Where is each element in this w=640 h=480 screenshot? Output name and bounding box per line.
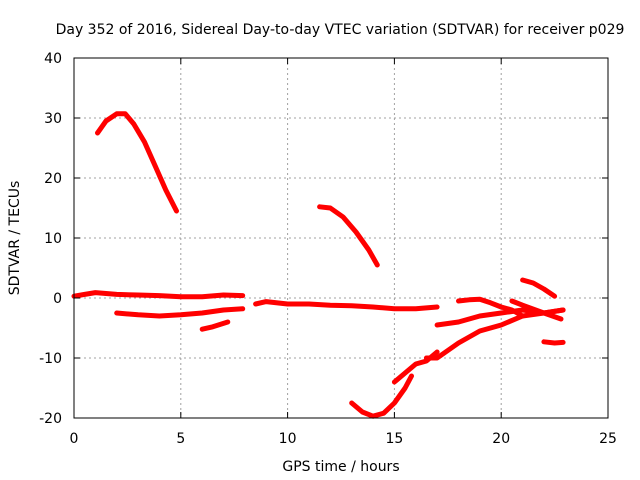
series-arc-1 xyxy=(95,111,179,214)
grid xyxy=(74,58,608,418)
axis-ticks: 0 5 10 15 20 25 -20 -10 0 10 20 30 40 xyxy=(39,51,617,447)
series-arc-14 xyxy=(541,339,566,346)
y-tick-label: 0 xyxy=(53,291,62,307)
x-tick-label: 20 xyxy=(492,431,510,447)
series-arc-7 xyxy=(349,373,414,419)
series-arc-3 xyxy=(71,290,246,300)
x-tick-label: 10 xyxy=(279,431,297,447)
series-arc-4 xyxy=(253,299,440,312)
y-tick-label: -10 xyxy=(39,351,62,367)
y-tick-label: 30 xyxy=(44,111,62,127)
x-tick-label: 25 xyxy=(599,431,617,447)
series-arc-6 xyxy=(199,319,231,332)
y-tick-label: -20 xyxy=(39,411,62,427)
y-tick-label: 20 xyxy=(44,171,62,187)
chart-title: Day 352 of 2016, Sidereal Day-to-day VTE… xyxy=(56,22,625,38)
y-axis-title: SDTVAR / TECUs xyxy=(7,181,23,296)
y-tick-label: 10 xyxy=(44,231,62,247)
x-axis-title: GPS time / hours xyxy=(282,459,399,475)
series-arc-12 xyxy=(509,298,564,322)
series-arc-5 xyxy=(114,306,246,319)
x-tick-label: 5 xyxy=(176,431,185,447)
series-arc-13 xyxy=(520,277,558,299)
series-arc-2 xyxy=(317,204,380,268)
y-tick-label: 40 xyxy=(44,51,62,67)
data-series xyxy=(71,111,566,419)
series-arc-11 xyxy=(456,296,526,319)
x-tick-label: 15 xyxy=(385,431,403,447)
x-tick-label: 0 xyxy=(70,431,79,447)
